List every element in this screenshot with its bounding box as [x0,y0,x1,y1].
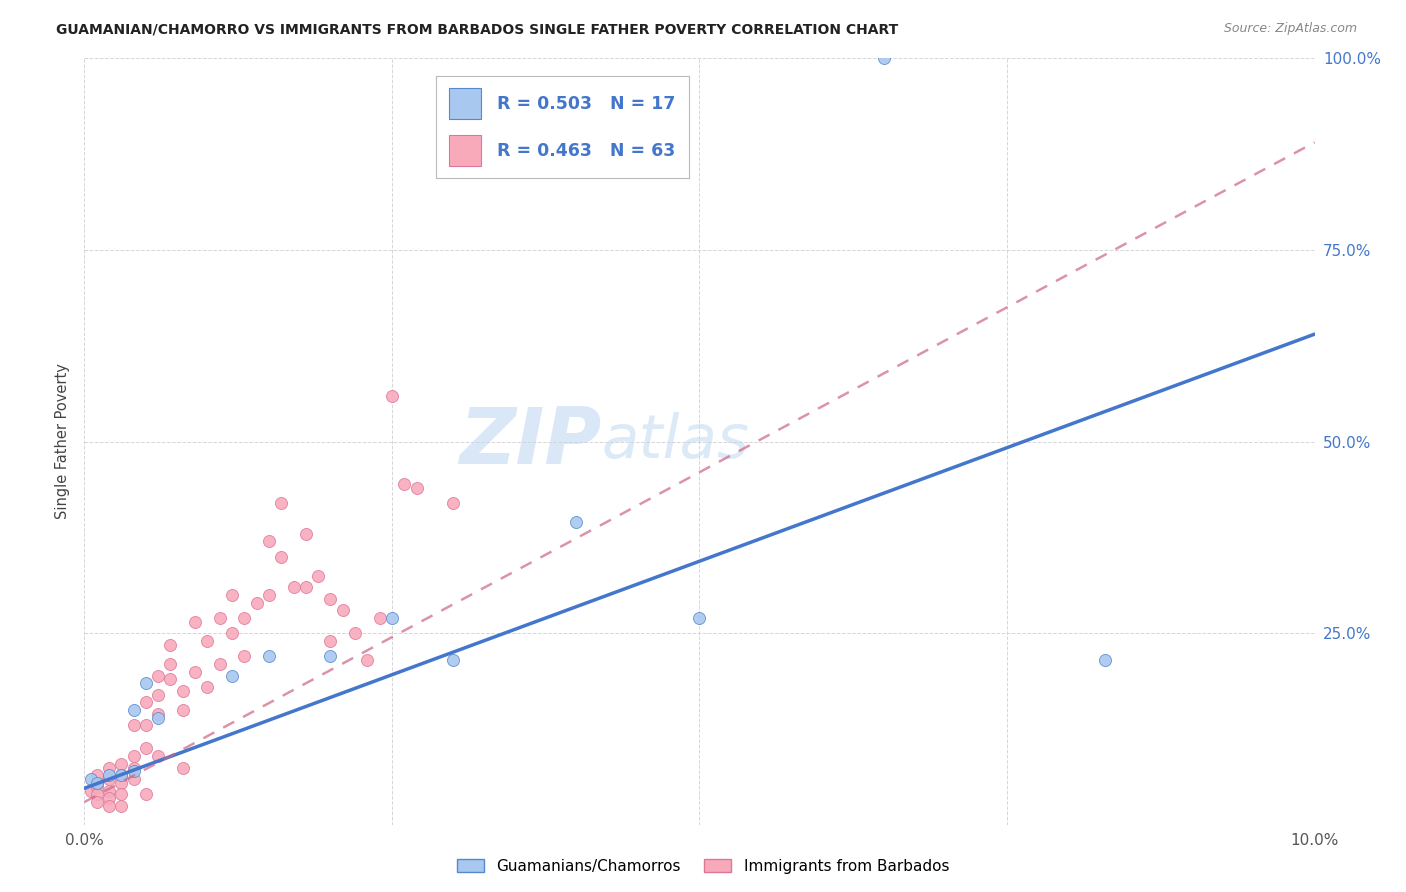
Point [79,783,101,797]
Point [257,588,280,602]
Point [135,695,157,709]
Point [110,799,132,814]
Point [295,580,318,594]
Point [565,515,588,529]
FancyBboxPatch shape [449,136,481,166]
Point [98,772,120,786]
Point [307,569,329,583]
Point [405,481,427,495]
Text: R = 0.463   N = 63: R = 0.463 N = 63 [496,142,675,160]
Legend: Guamanians/Chamorros, Immigrants from Barbados: Guamanians/Chamorros, Immigrants from Ba… [451,853,955,880]
Point [172,684,194,698]
Point [197,634,219,648]
Point [98,799,120,814]
Point [86,788,108,802]
Point [86,776,108,790]
Point [148,706,170,721]
Point [122,764,145,779]
Point [98,760,120,774]
Point [221,668,243,682]
Point [122,718,145,732]
Point [344,626,367,640]
Point [257,534,280,549]
Point [332,603,354,617]
Point [283,580,305,594]
Text: ZIP: ZIP [458,403,602,480]
Point [98,768,120,782]
Point [368,611,391,625]
Point [270,549,292,564]
Point [86,795,108,809]
Point [135,676,157,690]
Point [110,776,132,790]
Point [148,688,170,702]
Point [122,772,145,786]
Point [319,634,342,648]
Point [381,388,404,402]
Point [110,788,132,802]
Point [394,476,416,491]
Point [233,649,256,664]
Point [98,783,120,797]
Y-axis label: Single Father Poverty: Single Father Poverty [55,364,70,519]
Point [159,657,181,671]
Point [246,596,269,610]
Point [184,665,207,679]
Point [208,657,231,671]
Point [98,791,120,805]
Point [110,768,132,782]
Point [148,668,170,682]
Point [873,51,896,65]
Point [184,615,207,629]
Point [159,673,181,687]
Point [148,711,170,725]
Point [172,703,194,717]
Point [122,760,145,774]
Point [443,496,465,510]
Point [257,649,280,664]
Point [443,653,465,667]
Point [79,772,101,786]
Point [122,703,145,717]
Point [221,626,243,640]
Point [221,588,243,602]
Point [135,788,157,802]
Point [172,760,194,774]
Point [319,591,342,606]
Point [208,611,231,625]
Point [381,611,404,625]
Point [197,680,219,694]
Point [1094,653,1116,667]
Point [122,749,145,764]
Point [233,611,256,625]
Text: GUAMANIAN/CHAMORRO VS IMMIGRANTS FROM BARBADOS SINGLE FATHER POVERTY CORRELATION: GUAMANIAN/CHAMORRO VS IMMIGRANTS FROM BA… [56,22,898,37]
Point [86,776,108,790]
Point [159,638,181,652]
Point [148,749,170,764]
Point [270,496,292,510]
Point [86,780,108,794]
Text: Source: ZipAtlas.com: Source: ZipAtlas.com [1223,22,1357,36]
Text: atlas: atlas [602,412,749,471]
Point [319,649,342,664]
Text: R = 0.503   N = 17: R = 0.503 N = 17 [496,95,675,112]
Point [86,768,108,782]
Point [110,756,132,771]
FancyBboxPatch shape [449,88,481,119]
Point [295,526,318,541]
Point [110,768,132,782]
Point [135,718,157,732]
Point [689,611,711,625]
Point [356,653,378,667]
Point [135,741,157,756]
